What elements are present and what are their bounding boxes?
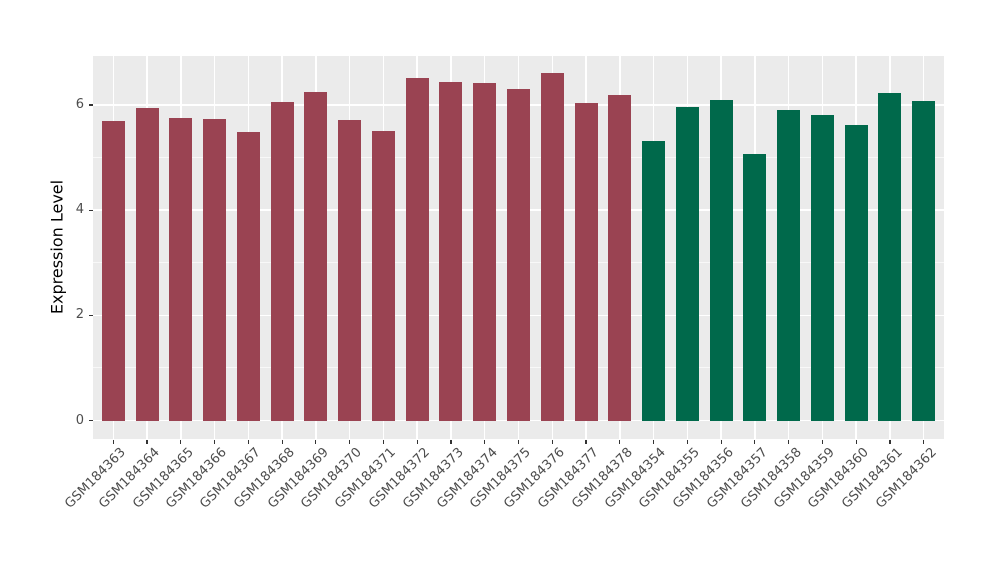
bar-GSM184377 xyxy=(574,102,598,421)
x-tick-mark xyxy=(517,440,520,444)
bar-GSM184378 xyxy=(608,95,632,421)
x-tick-mark xyxy=(686,440,688,444)
bar-GSM184371 xyxy=(371,130,395,421)
bar-GSM184376 xyxy=(540,73,564,421)
bar-GSM184354 xyxy=(642,140,666,421)
bar-GSM184365 xyxy=(169,117,193,421)
x-tick-mark xyxy=(720,440,722,444)
bar-GSM184363 xyxy=(101,121,125,421)
x-tick-mark xyxy=(788,440,790,444)
bar-GSM184366 xyxy=(203,118,227,421)
y-tick-label: 0 xyxy=(75,412,84,428)
bar-GSM184368 xyxy=(270,101,294,421)
x-tick-mark xyxy=(281,440,283,444)
y-tick-label: 6 xyxy=(75,96,84,112)
x-tick-mark xyxy=(551,440,553,444)
x-tick-mark xyxy=(923,440,925,444)
bar-GSM184356 xyxy=(709,99,733,421)
x-tick-mark xyxy=(585,440,587,444)
bar-GSM184369 xyxy=(304,92,328,421)
x-tick-mark xyxy=(213,440,216,444)
x-tick-mark xyxy=(889,440,891,444)
bar-GSM184364 xyxy=(135,107,159,421)
x-tick-mark xyxy=(180,440,182,444)
x-tick-mark xyxy=(382,440,384,444)
bar-GSM184359 xyxy=(810,115,834,421)
y-tick-mark xyxy=(89,209,93,211)
x-tick-mark xyxy=(450,440,452,444)
plot-panel xyxy=(93,56,944,439)
bar-GSM184372 xyxy=(405,78,429,421)
bar-GSM184355 xyxy=(675,106,699,421)
x-tick-mark xyxy=(349,440,351,444)
bar-GSM184370 xyxy=(338,120,362,421)
x-tick-mark xyxy=(112,440,114,444)
x-tick-mark xyxy=(619,440,621,444)
x-tick-mark xyxy=(247,440,249,444)
y-axis-title: Expression Level xyxy=(47,179,67,315)
y-tick-mark xyxy=(89,419,93,422)
y-tick-mark xyxy=(89,104,93,106)
bar-GSM184375 xyxy=(507,88,530,421)
bar-GSM184373 xyxy=(439,82,463,421)
x-tick-mark xyxy=(855,440,857,444)
x-tick-mark xyxy=(315,440,317,444)
bar-GSM184367 xyxy=(236,131,260,421)
bar-GSM184362 xyxy=(912,100,936,421)
x-tick-mark xyxy=(146,440,148,444)
y-grid-major xyxy=(93,419,944,422)
x-tick-mark xyxy=(821,440,824,444)
bar-GSM184357 xyxy=(743,153,767,421)
x-tick-mark xyxy=(652,440,655,444)
x-tick-mark xyxy=(754,440,756,444)
bar-GSM184361 xyxy=(878,92,902,421)
y-tick-label: 4 xyxy=(75,202,84,218)
x-tick-mark xyxy=(484,440,486,444)
y-tick-label: 2 xyxy=(75,307,84,323)
bar-GSM184374 xyxy=(473,83,497,421)
x-tick-mark xyxy=(416,440,418,444)
y-tick-mark xyxy=(89,314,93,316)
bar-GSM184358 xyxy=(777,109,801,421)
bar-GSM184360 xyxy=(844,125,868,421)
